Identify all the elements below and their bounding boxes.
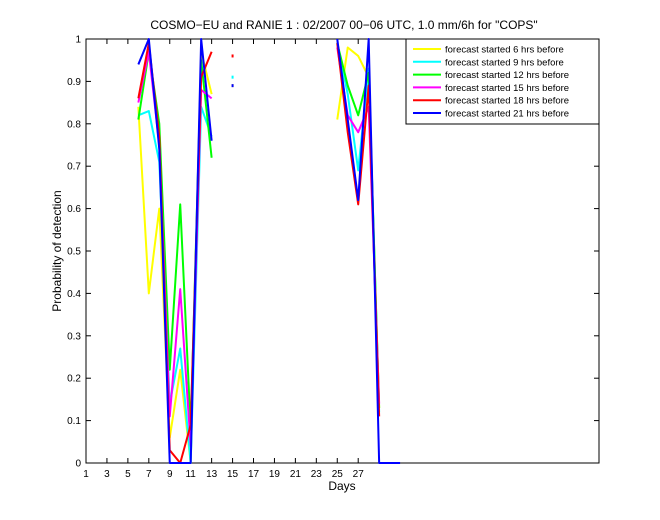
x-tick-label: 27 [353,469,365,480]
x-tick-label: 1 [83,469,89,480]
legend-label: forecast started 15 hrs before [445,83,569,94]
y-axis: 0 0.1 0.2 0.3 0.4 0.5 0.6 0.7 0.8 0.9 1 [67,35,599,470]
x-tick-label: 15 [227,469,239,480]
legend-label: forecast started 6 hrs before [445,45,564,56]
x-tick-label: 17 [248,469,260,480]
legend-label: forecast started 21 hrs before [445,109,569,120]
legend-box [405,38,600,125]
x-tick-label: 5 [125,469,131,480]
y-tick-label: 0.7 [67,162,81,173]
series-line [137,38,213,464]
x-tick-label: 21 [290,469,302,480]
legend-label: forecast started 18 hrs before [445,96,569,107]
x-tick-label: 25 [332,469,344,480]
series-line [336,38,401,464]
x-axis: 1 3 5 7 9 11 13 15 17 19 21 23 25 27 [83,39,364,480]
x-tick-label: 11 [185,469,196,480]
y-tick-label: 1 [75,35,81,46]
x-tick-label: 3 [104,469,110,480]
x-axis-label: Days [328,479,355,493]
x-tick-label: 9 [167,469,173,480]
y-tick-label: 0.6 [67,204,81,215]
y-axis-label: Probability of detection [50,190,64,311]
x-tick-label: 7 [146,469,152,480]
y-tick-label: 0.5 [67,247,81,258]
series-layer [137,38,401,464]
x-tick-label: 19 [269,469,281,480]
chart-title: COSMO−EU and RANIE 1 : 02/2007 00−06 UTC… [150,18,537,32]
legend-label: forecast started 12 hrs before [445,70,569,81]
x-tick-label: 13 [206,469,218,480]
y-tick-label: 0.4 [67,289,81,300]
x-tick-label: 23 [311,469,323,480]
y-tick-label: 0.2 [67,374,81,385]
legend-label: forecast started 9 hrs before [445,57,564,68]
y-tick-label: 0.9 [67,77,81,88]
y-tick-label: 0.8 [67,119,81,130]
y-tick-label: 0.1 [67,416,81,427]
series-6 [137,38,401,464]
y-tick-label: 0 [75,459,81,470]
y-tick-label: 0.3 [67,331,81,342]
